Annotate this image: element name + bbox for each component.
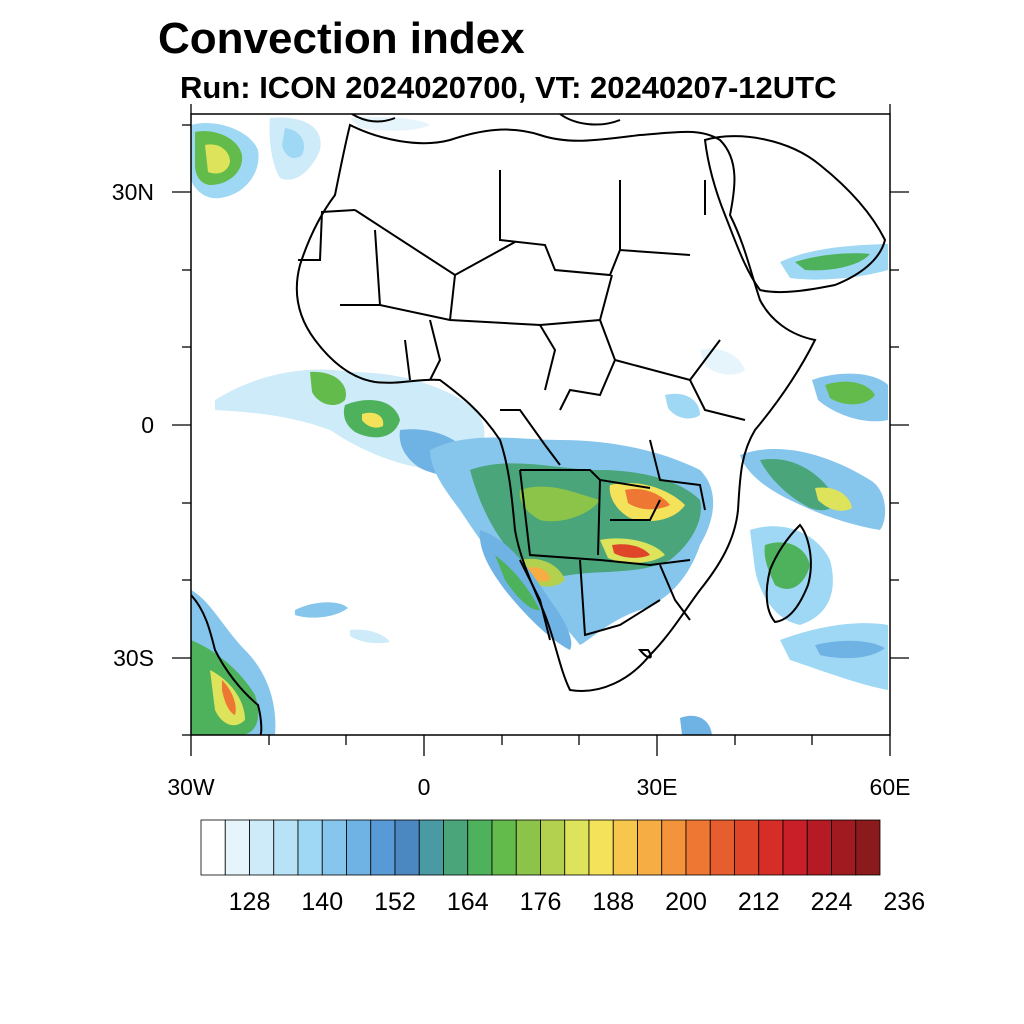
colorbar-swatch xyxy=(831,819,857,876)
colorbar xyxy=(200,819,881,876)
colorbar-swatch xyxy=(540,819,566,876)
colorbar-swatch xyxy=(515,819,541,876)
colorbar-swatch xyxy=(394,819,420,876)
colorbar-swatch xyxy=(370,819,396,876)
lon-label-0: 0 xyxy=(417,774,431,800)
colorbar-swatch xyxy=(588,819,614,876)
axis-ticks xyxy=(172,104,909,756)
colorbar-swatch xyxy=(200,819,226,876)
colorbar-swatch xyxy=(661,819,687,876)
colorbar-label: 188 xyxy=(592,888,635,916)
colorbar-swatch xyxy=(709,819,735,876)
coastlines xyxy=(191,114,887,735)
lat-label-30n: 30N xyxy=(111,179,154,205)
colorbar-swatch xyxy=(297,819,323,876)
lat-label-0: 0 xyxy=(141,412,154,438)
lon-label-30w: 30W xyxy=(167,774,215,800)
colorbar-swatch xyxy=(346,819,372,876)
colorbar-label: 152 xyxy=(374,888,416,916)
chart-subtitle: Run: ICON 2024020700, VT: 20240207-12UTC xyxy=(180,70,837,105)
colorbar-label: 224 xyxy=(810,888,853,916)
colorbar-label: 236 xyxy=(883,888,926,916)
colorbar-label: 200 xyxy=(665,888,707,916)
colorbar-swatch xyxy=(564,819,590,876)
colorbar-swatch xyxy=(491,819,517,876)
colorbar-swatch xyxy=(734,819,760,876)
colorbar-swatch xyxy=(612,819,638,876)
colorbar-swatch xyxy=(855,819,881,876)
colorbar-label: 128 xyxy=(228,888,271,916)
colorbar-swatch xyxy=(273,819,299,876)
lat-label-30s: 30S xyxy=(113,645,154,671)
colorbar-swatch xyxy=(806,819,832,876)
colorbar-swatch xyxy=(224,819,250,876)
colorbar-label: 140 xyxy=(301,888,344,916)
colorbar-swatch xyxy=(249,819,275,876)
colorbar-label: 164 xyxy=(446,888,489,916)
lon-label-30e: 30E xyxy=(636,774,678,800)
chart-title: Convection index xyxy=(158,14,525,63)
colorbar-label: 176 xyxy=(519,888,562,916)
colorbar-swatch xyxy=(758,819,784,876)
colorbar-swatch xyxy=(467,819,493,876)
colorbar-swatch xyxy=(685,819,711,876)
colorbar-label: 212 xyxy=(737,888,780,916)
colorbar-swatch xyxy=(443,819,469,876)
colorbar-swatch xyxy=(782,819,808,876)
colorbar-swatch xyxy=(321,819,347,876)
lon-label-60e: 60E xyxy=(869,774,911,800)
colorbar-swatch xyxy=(637,819,663,876)
colorbar-swatch xyxy=(418,819,444,876)
convection-field xyxy=(191,116,888,735)
